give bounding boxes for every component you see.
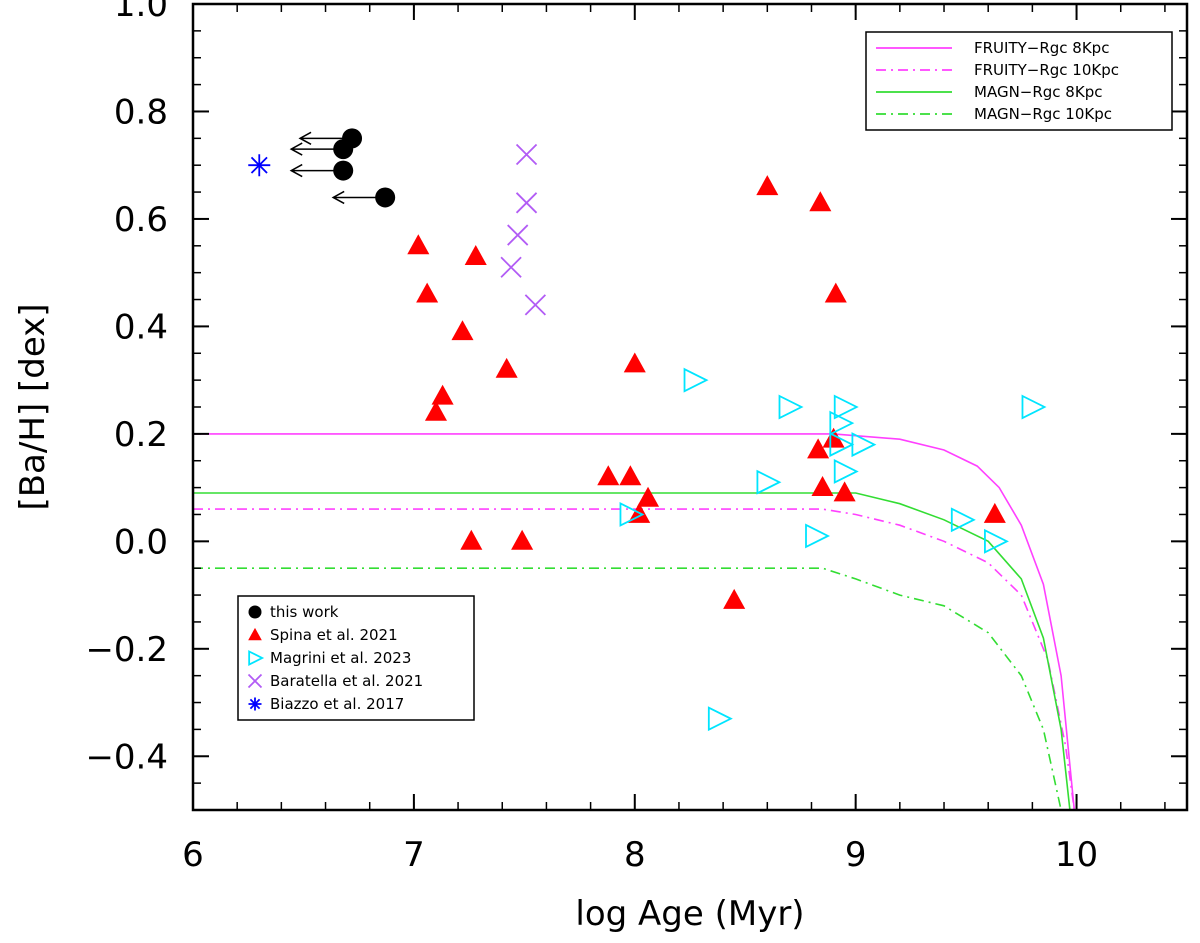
series-1-point: [623, 352, 646, 373]
y-tick-label: 0.0: [114, 522, 168, 562]
x-tick-label: 8: [624, 835, 646, 875]
series-2-point: [833, 459, 859, 484]
series-2-point: [829, 410, 855, 436]
y-axis-title: [Ba/H] [dex]: [13, 303, 53, 510]
x-tick-label: 10: [1055, 835, 1098, 875]
legend-point-marker: [248, 650, 265, 666]
series-1-point: [416, 282, 439, 303]
legend-point-label: Magrini et al. 2023: [270, 649, 411, 667]
x-tick-label: 6: [182, 835, 204, 875]
legend-lines: FRUITY−Rgc 8Kpc FRUITY−Rgc 10Kpc MAGN−Rgc …: [865, 31, 1173, 131]
series-1-point: [809, 191, 832, 212]
series-1-point: [833, 481, 856, 502]
legend-point-label: this work: [270, 603, 339, 621]
x-axis-title: log Age (Myr): [575, 894, 804, 934]
series-1-point: [407, 234, 430, 255]
series-2-point: [984, 528, 1009, 554]
model-line-2: [193, 492, 1071, 811]
model-lines: [193, 433, 1076, 811]
series-1-point: [723, 588, 746, 609]
series-1-point: [597, 465, 620, 486]
legend-line-label: FRUITY−Rgc 8Kpc: [974, 39, 1109, 57]
y-tick-label: 0.4: [114, 307, 168, 347]
series-3-point: [500, 256, 522, 278]
series-1-point: [464, 244, 487, 265]
series-2-point: [805, 523, 831, 549]
series-2-point: [950, 507, 976, 533]
series-1-point: [637, 486, 660, 507]
series-2-point: [683, 367, 709, 393]
legend-point-marker: [248, 627, 262, 641]
series-3-point: [515, 192, 538, 214]
series-0-point: [333, 139, 354, 160]
series-3-point: [524, 294, 547, 316]
data-points: [248, 128, 1047, 732]
series-2-point: [833, 394, 859, 420]
legend-point-marker: [247, 673, 263, 689]
series-2-point: [778, 394, 804, 420]
series-1-point: [424, 400, 448, 421]
series-2-point: [619, 502, 645, 527]
x-tick-label: 7: [403, 835, 425, 875]
legend-line-label: FRUITY−Rgc 10Kpc: [974, 61, 1119, 79]
series-4-point: [248, 154, 271, 177]
series-1-point: [822, 427, 845, 448]
legend-point-marker: [248, 605, 262, 619]
series-1-point: [756, 175, 779, 196]
legend-line-label: MAGN−Rgc 8Kpc: [974, 83, 1102, 101]
legend-point-label: Biazzo et al. 2017: [270, 695, 404, 713]
y-tick-label: 1.0: [114, 0, 168, 25]
model-line-1: [193, 508, 1076, 811]
series-2-point: [707, 706, 733, 732]
legend-point-marker: [248, 697, 262, 711]
series-0-point: [333, 160, 354, 181]
model-line-0: [193, 433, 1076, 811]
series-1-point: [451, 320, 474, 341]
series-2-point: [756, 469, 782, 495]
legend-point-label: Baratella et al. 2021: [270, 672, 423, 690]
series-1-point: [983, 502, 1006, 523]
y-tick-label: 0.2: [114, 415, 168, 455]
legend-points: this work Spina et al. 2021 Magrini et al.…: [237, 595, 475, 721]
model-line-3: [193, 567, 1062, 811]
series-1-point: [811, 476, 834, 496]
series-1-point: [511, 529, 534, 550]
series-3-point: [507, 224, 529, 246]
series-2-point: [1021, 394, 1047, 420]
legend-point-label: Spina et al. 2021: [270, 626, 398, 644]
series-3-point: [515, 143, 538, 166]
series-1-point: [807, 438, 830, 459]
series-1-point: [460, 529, 483, 550]
series-1-point: [619, 465, 642, 486]
axis-ticks: 6 7 8 9 10 1.0 0.8 0.6 0.4 0.2 0.0 −0.2 −0.4: [85, 0, 1187, 875]
legend-points-box: [237, 595, 475, 721]
x-tick-label: 9: [845, 835, 867, 875]
series-1-point: [495, 357, 518, 378]
series-0-point: [375, 187, 396, 208]
y-tick-label: −0.4: [85, 737, 168, 777]
y-tick-label: 0.6: [114, 200, 168, 240]
y-tick-label: −0.2: [85, 630, 168, 670]
series-1-point: [824, 282, 847, 303]
series-1-point: [431, 384, 454, 405]
y-tick-label: 0.8: [114, 92, 168, 132]
legend-line-label: MAGN−Rgc 10Kpc: [974, 105, 1112, 123]
series-2-point: [829, 432, 855, 458]
